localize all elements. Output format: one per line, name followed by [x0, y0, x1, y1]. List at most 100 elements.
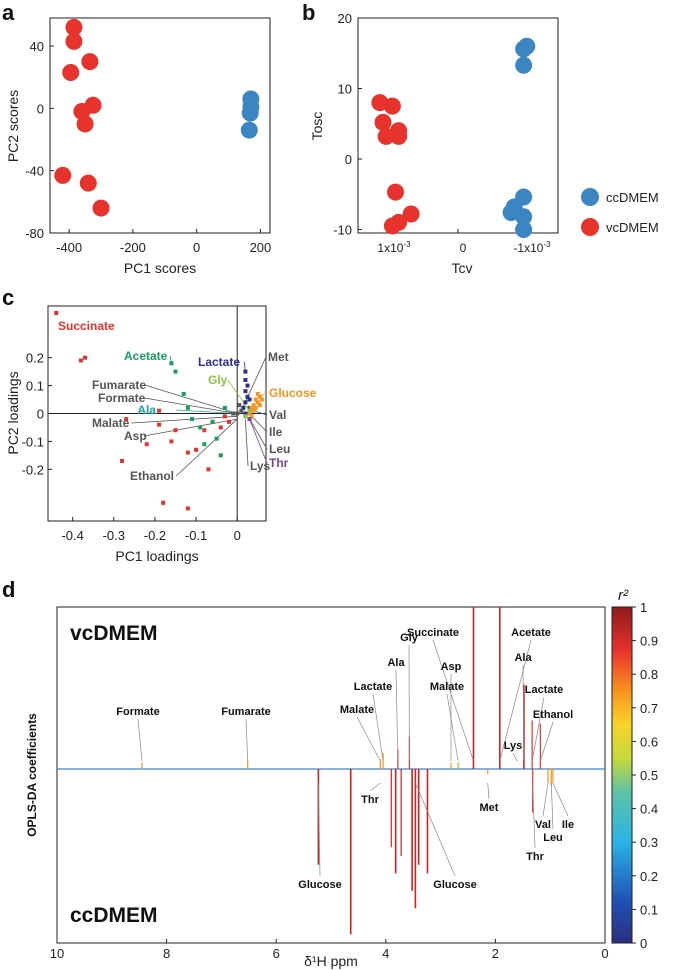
- panel-d-leader-lines: [137, 639, 569, 877]
- colorbar-tick-label: 0.2: [640, 869, 658, 884]
- y-tick-label: -0.2: [22, 462, 44, 477]
- panel-b-xlabel: Tcv: [452, 260, 473, 276]
- annotation-acetate: Acetate: [124, 349, 168, 363]
- panel-b-points: [371, 37, 536, 238]
- x-tick-label: 8: [163, 946, 170, 961]
- loading-point-red: [222, 414, 227, 419]
- panel-b-xtick: 0: [460, 241, 467, 255]
- panel-d-ylabel: OPLS-DA coefficients: [25, 713, 39, 837]
- peak-annotation-ala: Ala: [514, 652, 532, 664]
- leader-line: [245, 419, 249, 467]
- panel-c-y-ticks: -0.2 -0.1 0 0.1 0.2: [22, 351, 52, 477]
- leader-line: [144, 397, 238, 414]
- data-point-vcdmem: [84, 96, 102, 114]
- panel-c-x-ticks: -0.4 -0.3 -0.2 -0.1 0: [61, 517, 241, 543]
- x-tick-label: 10: [50, 946, 64, 961]
- x-tick-label: -0.2: [144, 528, 166, 543]
- y-tick-label: 20: [338, 11, 352, 26]
- data-point-ccdmem: [241, 104, 259, 122]
- panel-a-xlabel: PC1 scores: [124, 260, 196, 276]
- peak-annotation-lys: Lys: [504, 740, 523, 752]
- y-tick-label: 0: [37, 101, 44, 116]
- legend-swatch-vcdmem: [581, 218, 599, 236]
- loading-point-green: [169, 361, 174, 366]
- loading-point-red: [157, 408, 162, 413]
- leader-line: [552, 782, 569, 817]
- peak-annotation-ethanol: Ethanol: [533, 709, 573, 721]
- loading-point-gray: [231, 411, 236, 416]
- loading-point-orange: [255, 400, 260, 405]
- panel-c-xlabel: PC1 loadings: [115, 548, 198, 564]
- leader-line: [531, 696, 545, 762]
- peak-annotation-gly: Gly: [400, 632, 419, 644]
- x-tick-label: 200: [250, 240, 272, 255]
- peak-annotation-glucose: Glucose: [433, 879, 476, 891]
- leader-line: [487, 782, 490, 800]
- leader-line: [249, 418, 268, 464]
- colorbar-tick-label: 0.3: [640, 835, 658, 850]
- loading-point-purple: [247, 417, 252, 422]
- x-tick-label: -200: [120, 240, 146, 255]
- peak-annotation-succinate: Succinate: [407, 627, 459, 639]
- leader-line: [395, 669, 399, 762]
- leader-line: [432, 639, 474, 762]
- loading-point-orange: [259, 397, 264, 402]
- loading-point-blue: [241, 405, 246, 410]
- data-point-vcdmem: [390, 127, 408, 145]
- colorbar: [611, 606, 633, 944]
- loading-point-gray: [235, 411, 240, 416]
- loading-point-yellowgreen: [243, 414, 248, 419]
- panel-c-annotations: Succinate Acetate Lactate Met Gly Glucose Fuma…: [58, 319, 317, 483]
- data-point-vcdmem: [65, 32, 83, 50]
- panel-b-y-ticks: -10 0 10 20: [333, 11, 362, 237]
- data-point-vcdmem: [62, 64, 80, 82]
- loading-point-blue: [243, 369, 248, 374]
- annotation-ala: Ala: [137, 403, 156, 417]
- data-point-ccdmem: [518, 37, 536, 55]
- loading-point-gray: [237, 403, 242, 408]
- panel-a-x-ticks: -400 -200 0 200: [56, 229, 271, 255]
- annotation-ethanol: Ethanol: [130, 469, 174, 483]
- colorbar-tick-label: 0.9: [640, 634, 658, 649]
- colorbar-tick-label: 1: [640, 600, 647, 615]
- data-point-vcdmem: [390, 213, 408, 231]
- panel-d-xlabel: δ¹H ppm: [304, 953, 358, 969]
- panel-b-scatter: 1x10-3 0 -1x10-3 -10 0 10 20 Tcv Tosc: [309, 11, 559, 276]
- colorbar-tick-label: 0.4: [640, 802, 658, 817]
- panel-b-ylabel: Tosc: [309, 112, 325, 141]
- leader-line: [542, 782, 549, 817]
- loading-point-green: [222, 405, 227, 410]
- loading-point-green: [202, 442, 207, 447]
- leader-line: [372, 693, 384, 762]
- x-tick-label: 2: [492, 946, 499, 961]
- loading-point-red: [173, 428, 178, 433]
- leader-line: [175, 409, 238, 414]
- annotation-leu: Leu: [269, 442, 290, 456]
- panel-a-y-ticks: -80 -40 0 40: [25, 39, 54, 241]
- annotation-malate: Malate: [92, 416, 130, 430]
- loading-point-orange: [251, 408, 256, 413]
- colorbar-tick-label: 0.7: [640, 701, 658, 716]
- panel-b-xtick: -1x10-3: [513, 240, 551, 255]
- leader-line: [143, 418, 238, 437]
- panel-d-group-top: vcDMEM: [70, 622, 158, 645]
- leader-line: [512, 752, 518, 762]
- panel-d-peaks: [141, 607, 554, 935]
- loading-point-orange: [257, 403, 262, 408]
- leader-line: [175, 418, 238, 477]
- colorbar-tick-label: 0: [640, 936, 647, 951]
- data-point-ccdmem: [515, 208, 533, 226]
- leader-line: [245, 718, 249, 762]
- loading-point-green: [185, 405, 190, 410]
- leader-line: [249, 418, 268, 450]
- loading-point-green: [210, 419, 215, 424]
- y-tick-label: 0: [345, 152, 352, 167]
- peak-annotation-met: Met: [480, 802, 499, 814]
- loading-point-blue: [243, 411, 248, 416]
- loading-point-red: [194, 447, 199, 452]
- y-tick-label: 10: [338, 81, 352, 96]
- annotation-gly: Gly: [208, 373, 228, 387]
- panel-a-ylabel: PC2 scores: [5, 90, 21, 162]
- data-point-ccdmem: [515, 56, 533, 74]
- peak-annotation-thr: Thr: [361, 794, 379, 806]
